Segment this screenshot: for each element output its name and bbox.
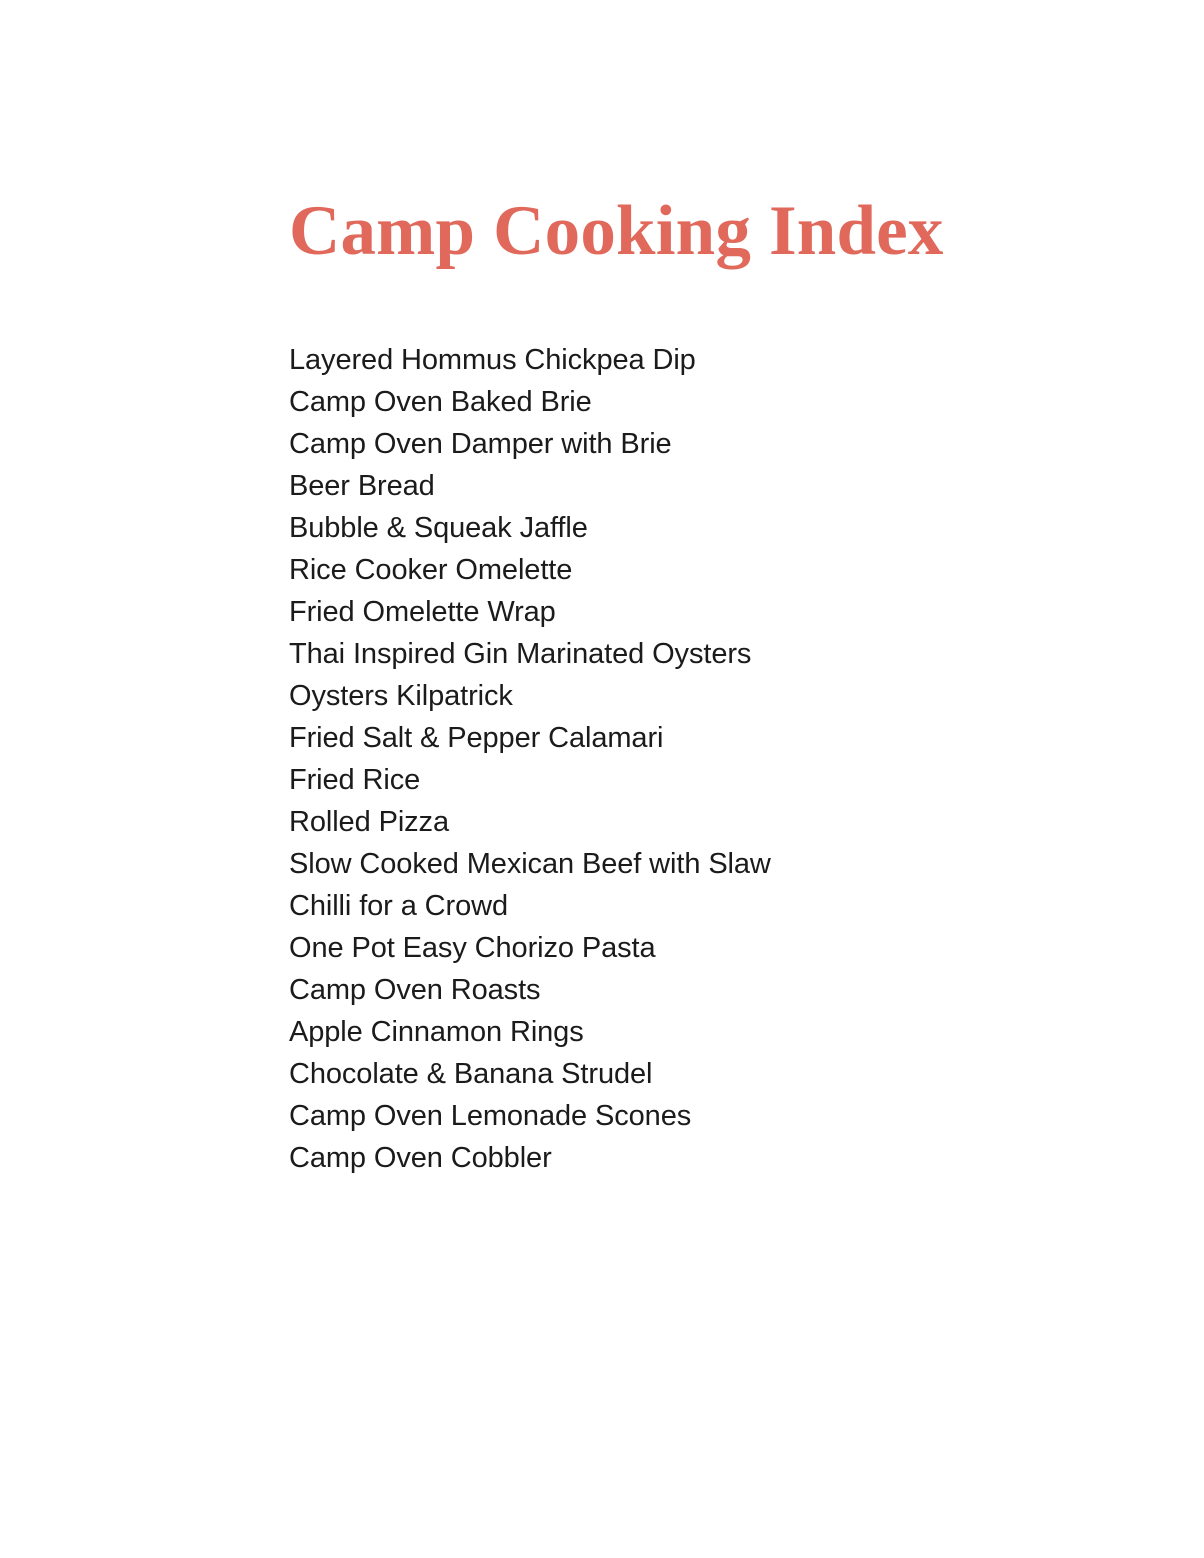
list-item: Camp Oven Baked Brie [289, 386, 592, 418]
list-item: Chilli for a Crowd [289, 890, 508, 922]
list-item: Slow Cooked Mexican Beef with Slaw [289, 848, 771, 880]
list-item: Camp Oven Damper with Brie [289, 428, 672, 460]
recipe-index-list: Layered Hommus Chickpea Dip Camp Oven Ba… [289, 339, 1084, 1179]
list-item: Camp Oven Lemonade Scones [289, 1100, 692, 1132]
list-item: One Pot Easy Chorizo Pasta [289, 932, 656, 964]
list-item: Rice Cooker Omelette [289, 554, 573, 586]
page-title: Camp Cooking Index [289, 192, 944, 270]
list-item: Camp Oven Cobbler [289, 1142, 552, 1174]
list-item: Rolled Pizza [289, 806, 449, 838]
list-item: Apple Cinnamon Rings [289, 1016, 584, 1048]
list-item: Beer Bread [289, 470, 435, 502]
list-item: Fried Omelette Wrap [289, 596, 556, 628]
list-item: Chocolate & Banana Strudel [289, 1058, 653, 1090]
list-item: Oysters Kilpatrick [289, 680, 513, 712]
list-item: Fried Salt & Pepper Calamari [289, 722, 664, 754]
document-content: Camp Cooking Index Layered Hommus Chickp… [289, 0, 1084, 1179]
list-item: Camp Oven Roasts [289, 974, 541, 1006]
list-item: Thai Inspired Gin Marinated Oysters [289, 638, 752, 670]
list-item: Fried Rice [289, 764, 421, 796]
list-item: Layered Hommus Chickpea Dip [289, 344, 696, 376]
list-item: Bubble & Squeak Jaffle [289, 512, 588, 544]
